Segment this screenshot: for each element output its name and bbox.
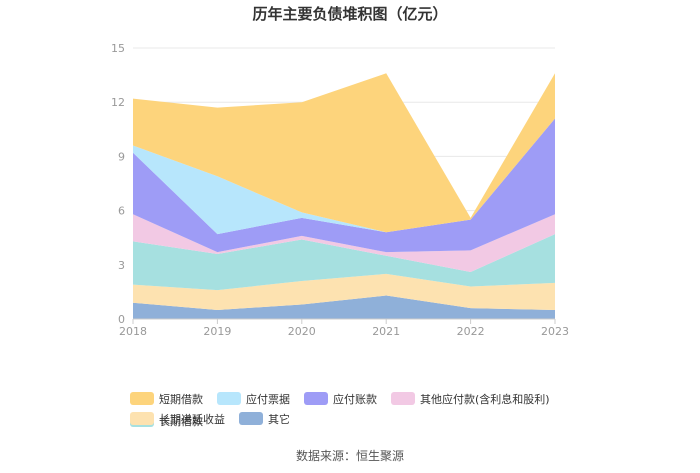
legend-label: 其它 — [268, 413, 290, 426]
y-tick-label: 15 — [111, 42, 125, 55]
legend-item[interactable]: 其它 — [239, 410, 290, 430]
y-tick-label: 3 — [118, 259, 125, 272]
y-tick-label: 6 — [118, 205, 125, 218]
legend: 短期借款 应付票据 应付账款 其他应付款(含利息和股利) 长期借款 长期递延收益 其它 — [130, 388, 590, 428]
legend-label: 应付票据 — [246, 393, 290, 406]
legend-swatch — [130, 412, 154, 425]
legend-label: 短期借款 — [159, 393, 203, 406]
legend-swatch — [130, 392, 154, 405]
legend-swatch — [391, 392, 415, 405]
legend-label: 长期递延收益 — [159, 413, 225, 426]
x-tick-label: 2023 — [541, 325, 569, 338]
legend-item[interactable]: 短期借款 — [130, 390, 203, 410]
x-tick-label: 2020 — [288, 325, 316, 338]
y-tick-label: 9 — [118, 150, 125, 163]
x-tick-label: 2022 — [457, 325, 485, 338]
legend-label: 长期借款 — [159, 415, 203, 428]
chart-title: 历年主要负债堆积图（亿元） — [252, 5, 448, 23]
area-series-6 — [133, 73, 555, 233]
legend-label: 应付账款 — [333, 393, 377, 406]
x-tick-label: 2018 — [119, 325, 147, 338]
legend-swatch — [304, 392, 328, 405]
area-series-1 — [133, 273, 555, 310]
axes: 0 3 6 9 12 15 2018 2019 2020 2021 2022 2023 — [111, 42, 569, 338]
area-series-layer — [133, 73, 555, 319]
y-tick-label: 12 — [111, 96, 125, 109]
legend-item[interactable]: 应付账款 — [304, 390, 377, 410]
legend-item[interactable]: 其他应付款(含利息和股利) — [391, 390, 550, 410]
legend-row: 长期递延收益 其它 — [130, 408, 590, 428]
legend-item[interactable]: 应付票据 — [217, 390, 290, 410]
data-source-note: 数据来源：恒生聚源 — [295, 449, 404, 463]
legend-label: 其他应付款(含利息和股利) — [420, 393, 550, 406]
legend-item[interactable]: 长期递延收益 — [130, 410, 225, 430]
area-series-2 — [133, 234, 555, 291]
x-tick-label: 2021 — [372, 325, 400, 338]
x-tick-label: 2019 — [203, 325, 231, 338]
legend-swatch — [239, 412, 263, 425]
area-series-5 — [133, 118, 555, 235]
area-series-3 — [133, 214, 555, 273]
area-series-4 — [133, 118, 555, 253]
y-tick-label: 0 — [118, 313, 125, 326]
legend-swatch — [217, 392, 241, 405]
area-series-0 — [133, 295, 555, 319]
legend-row: 短期借款 应付票据 应付账款 其他应付款(含利息和股利) 长期借款 — [130, 388, 590, 428]
